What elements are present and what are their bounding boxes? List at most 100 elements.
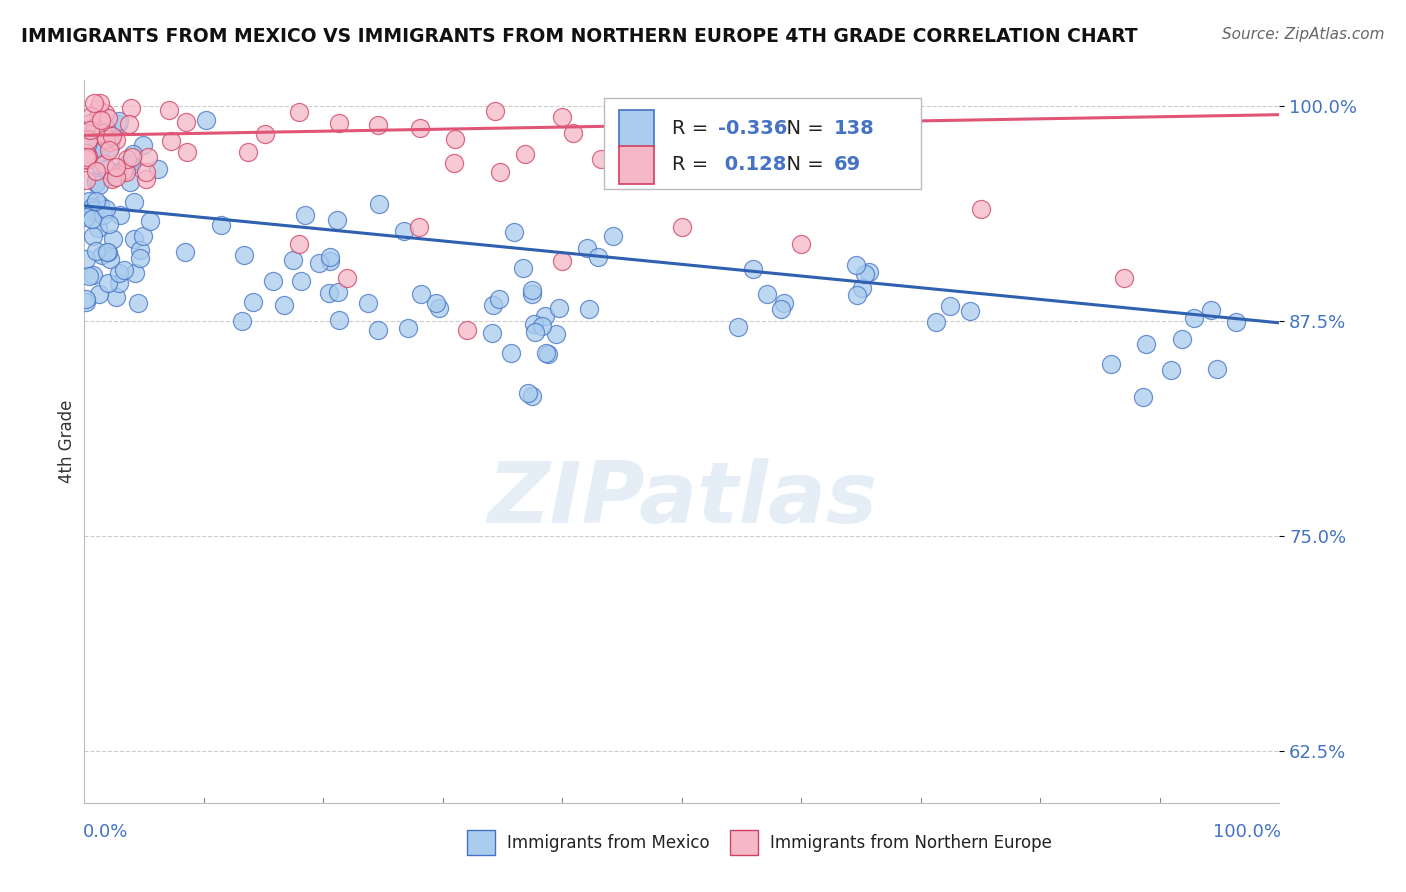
Point — [396, 321, 419, 335]
Point — [108, 208, 131, 222]
Point — [536, 346, 558, 360]
Point — [319, 253, 342, 268]
Point — [82, 200, 104, 214]
Point — [97, 244, 120, 259]
Point — [627, 104, 650, 119]
Point — [367, 197, 389, 211]
Point — [77, 149, 100, 163]
Point — [104, 133, 127, 147]
Point — [136, 150, 159, 164]
Point — [851, 281, 873, 295]
Point — [481, 326, 503, 340]
Point — [96, 277, 118, 291]
Point — [520, 389, 543, 403]
Text: -0.336: -0.336 — [718, 120, 787, 138]
Point — [100, 128, 122, 143]
Point — [87, 146, 110, 161]
Point — [727, 320, 749, 334]
Text: IMMIGRANTS FROM MEXICO VS IMMIGRANTS FROM NORTHERN EUROPE 4TH GRADE CORRELATION : IMMIGRANTS FROM MEXICO VS IMMIGRANTS FRO… — [21, 27, 1137, 45]
Point — [122, 232, 145, 246]
Point — [939, 300, 962, 314]
Point — [1171, 332, 1194, 346]
FancyBboxPatch shape — [605, 98, 921, 189]
Point — [98, 136, 121, 150]
Point — [105, 160, 128, 174]
Point — [589, 152, 612, 166]
Text: Immigrants from Mexico: Immigrants from Mexico — [508, 833, 710, 852]
Point — [115, 153, 138, 167]
Point — [98, 169, 121, 184]
Point — [108, 267, 131, 281]
Text: R =: R = — [672, 155, 714, 174]
Point — [427, 301, 450, 315]
Point — [115, 157, 138, 171]
Point — [443, 156, 465, 170]
Point — [501, 346, 523, 360]
Point — [790, 236, 813, 251]
Point — [456, 323, 478, 337]
Point — [107, 117, 129, 131]
Text: R =: R = — [672, 120, 714, 138]
Point — [1132, 390, 1154, 404]
Point — [517, 385, 540, 400]
Point — [1135, 337, 1157, 351]
Point — [104, 289, 127, 303]
Point — [551, 111, 574, 125]
Point — [308, 256, 330, 270]
Point — [84, 120, 107, 134]
Point — [367, 118, 389, 132]
Point — [602, 229, 624, 244]
Point — [551, 253, 574, 268]
Y-axis label: 4th Grade: 4th Grade — [58, 400, 76, 483]
Point — [120, 158, 142, 172]
Point — [117, 157, 139, 171]
Point — [111, 164, 134, 178]
FancyBboxPatch shape — [619, 146, 654, 184]
Text: 0.128: 0.128 — [718, 155, 786, 174]
Point — [853, 267, 876, 281]
Point — [98, 252, 121, 267]
Point — [84, 244, 107, 258]
Point — [242, 295, 264, 310]
Point — [1225, 315, 1247, 329]
Point — [75, 295, 97, 310]
Point — [139, 214, 162, 228]
Text: Source: ZipAtlas.com: Source: ZipAtlas.com — [1222, 27, 1385, 42]
Point — [148, 161, 170, 176]
Point — [318, 285, 340, 300]
Point — [609, 109, 631, 123]
Point — [770, 301, 793, 316]
Point — [83, 202, 105, 217]
Point — [82, 144, 104, 158]
Point — [114, 162, 136, 177]
Point — [94, 202, 117, 216]
Point — [157, 103, 180, 117]
Point — [107, 114, 129, 128]
Point — [176, 115, 198, 129]
Point — [75, 124, 97, 138]
Point — [96, 121, 118, 136]
Point — [520, 283, 543, 297]
Point — [533, 309, 555, 323]
Point — [75, 210, 97, 224]
Point — [231, 314, 253, 328]
Point — [443, 132, 465, 146]
Point — [80, 109, 103, 123]
Point — [135, 165, 157, 179]
Point — [91, 208, 114, 222]
Point — [101, 232, 124, 246]
Point — [845, 258, 868, 272]
Point — [1206, 362, 1229, 376]
Point — [924, 315, 946, 329]
Point — [575, 241, 598, 255]
Point — [392, 224, 415, 238]
Point — [233, 248, 256, 262]
Point — [90, 113, 112, 128]
Point — [236, 145, 259, 159]
Point — [75, 292, 97, 306]
Point — [89, 197, 111, 211]
Point — [328, 116, 350, 130]
Point — [1199, 303, 1222, 318]
Point — [262, 274, 284, 288]
Point — [120, 175, 142, 189]
